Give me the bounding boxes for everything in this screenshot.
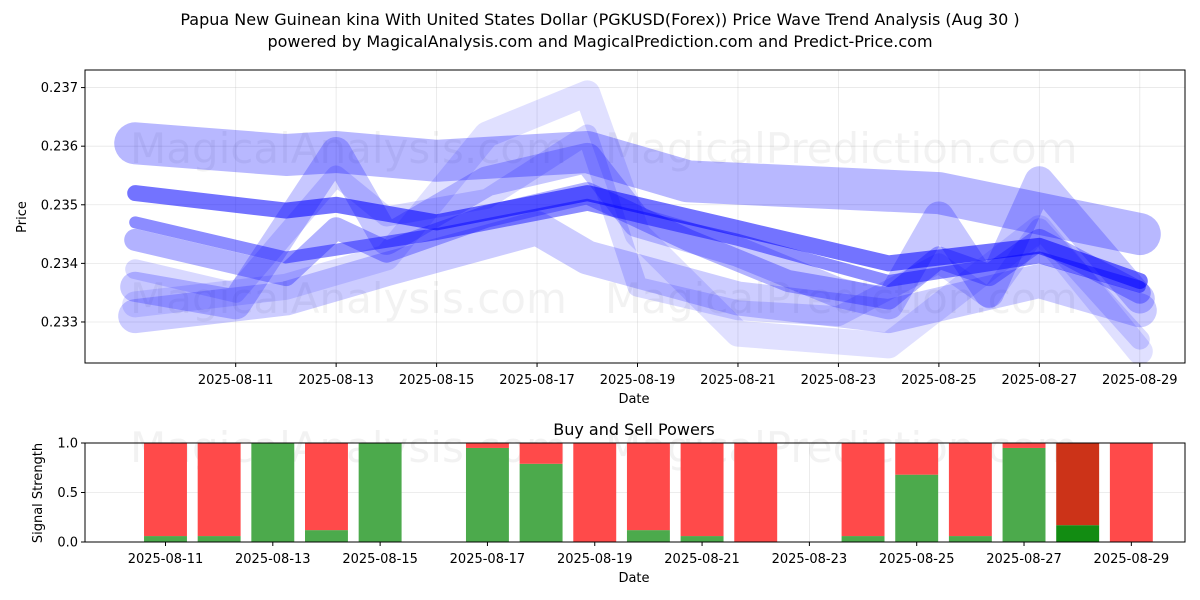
buy-bar bbox=[626, 530, 670, 542]
price-wave-series-2 bbox=[127, 185, 1148, 289]
price-watermark: MagicalPrediction.com bbox=[605, 274, 1078, 323]
price-x-tick-label: 2025-08-25 bbox=[901, 373, 977, 388]
price-wave-series-4 bbox=[124, 182, 1151, 310]
price-x-tick-label: 2025-08-29 bbox=[1102, 373, 1178, 388]
sell-bar bbox=[519, 443, 563, 464]
buy-bar bbox=[358, 443, 402, 542]
buy-bar bbox=[465, 447, 509, 542]
price-wave-series-1 bbox=[114, 122, 1161, 256]
power-y-tick-label: 1.0 bbox=[57, 437, 78, 452]
price-y-ticks: 0.233 0.234 0.235 0.236 0.237 bbox=[41, 81, 85, 330]
price-y-tick-label: 0.234 bbox=[41, 257, 78, 272]
sell-bar bbox=[948, 443, 992, 537]
price-wave-series-7 bbox=[129, 198, 1146, 293]
power-y-tick-label: 0.0 bbox=[57, 536, 78, 551]
price-x-tick-label: 2025-08-13 bbox=[298, 373, 374, 388]
sell-bar bbox=[1056, 443, 1100, 526]
sell-bar bbox=[144, 443, 187, 537]
price-chart: MagicalAnalysis.com MagicalPrediction.com… bbox=[15, 69, 1186, 407]
power-x-ticks: 2025-08-11 2025-08-13 2025-08-15 2025-08-17… bbox=[128, 542, 1169, 567]
price-y-tick-label: 0.237 bbox=[41, 81, 78, 96]
buy-bar bbox=[519, 463, 563, 542]
price-grid bbox=[85, 70, 1185, 363]
price-watermark: MagicalAnalysis.com bbox=[130, 274, 567, 323]
price-x-ticks: 2025-08-11 2025-08-13 2025-08-15 2025-08-17… bbox=[198, 363, 1178, 388]
price-wave-series-6 bbox=[125, 124, 1150, 350]
price-axes-frame bbox=[84, 69, 1186, 364]
price-wave-series-8 bbox=[122, 80, 1153, 363]
price-watermarks: MagicalAnalysis.com MagicalPrediction.com… bbox=[130, 124, 1078, 323]
price-wave-series-3 bbox=[120, 137, 1155, 320]
main-chart-title-line2: powered by MagicalAnalysis.com and Magic… bbox=[267, 32, 932, 51]
power-bars-group bbox=[144, 443, 1153, 542]
buy-bar bbox=[197, 536, 241, 542]
price-x-axis-label: Date bbox=[618, 392, 649, 407]
buy-bar bbox=[948, 536, 992, 542]
buy-bar bbox=[841, 536, 885, 542]
sell-bar bbox=[841, 443, 885, 537]
buy-bar bbox=[680, 536, 724, 542]
price-x-tick-label: 2025-08-19 bbox=[600, 373, 676, 388]
sell-bar bbox=[626, 443, 670, 531]
sell-bar bbox=[895, 443, 939, 475]
sell-bar bbox=[680, 443, 724, 537]
sell-bar bbox=[465, 443, 509, 448]
power-x-tick-label: 2025-08-15 bbox=[342, 552, 418, 567]
price-x-tick-label: 2025-08-17 bbox=[499, 373, 575, 388]
price-y-tick-label: 0.233 bbox=[41, 315, 78, 330]
main-chart-title-line1: Papua New Guinean kina With United State… bbox=[180, 10, 1019, 29]
power-y-ticks: 0.0 0.5 1.0 bbox=[57, 437, 85, 551]
price-y-tick-label: 0.236 bbox=[41, 140, 78, 155]
price-x-tick-label: 2025-08-27 bbox=[1002, 373, 1078, 388]
power-x-tick-label: 2025-08-19 bbox=[557, 552, 633, 567]
power-x-axis-label: Date bbox=[618, 571, 649, 586]
power-chart-title: Buy and Sell Powers bbox=[553, 420, 715, 439]
power-y-tick-label: 0.5 bbox=[57, 486, 78, 501]
power-x-tick-label: 2025-08-11 bbox=[128, 552, 204, 567]
price-x-tick-label: 2025-08-21 bbox=[700, 373, 776, 388]
sell-bar bbox=[1109, 443, 1153, 542]
price-x-tick-label: 2025-08-11 bbox=[198, 373, 274, 388]
sell-bar bbox=[197, 443, 241, 537]
price-watermark: MagicalAnalysis.com bbox=[130, 124, 567, 173]
power-x-tick-label: 2025-08-23 bbox=[772, 552, 848, 567]
buy-bar bbox=[305, 530, 348, 542]
sell-bar bbox=[573, 443, 617, 542]
power-x-tick-label: 2025-08-29 bbox=[1094, 552, 1170, 567]
sell-bar bbox=[1002, 443, 1046, 448]
price-series-group bbox=[114, 80, 1161, 363]
buy-bar bbox=[1002, 447, 1046, 542]
buy-bar bbox=[144, 536, 187, 542]
power-x-tick-label: 2025-08-17 bbox=[450, 552, 526, 567]
sell-bar bbox=[305, 443, 348, 531]
buy-bar bbox=[1056, 525, 1100, 542]
price-x-tick-label: 2025-08-15 bbox=[399, 373, 475, 388]
power-x-tick-label: 2025-08-27 bbox=[986, 552, 1062, 567]
price-wave-series-5 bbox=[118, 211, 1157, 334]
price-x-tick-label: 2025-08-23 bbox=[801, 373, 877, 388]
sell-bar bbox=[734, 443, 778, 542]
power-x-tick-label: 2025-08-13 bbox=[235, 552, 311, 567]
power-x-tick-label: 2025-08-21 bbox=[664, 552, 740, 567]
price-y-tick-label: 0.235 bbox=[41, 198, 78, 213]
price-watermark: MagicalPrediction.com bbox=[605, 124, 1078, 173]
power-chart: Buy and Sell Powers MagicalAnalysis.com M… bbox=[31, 420, 1186, 586]
power-y-axis-label: Signal Strength bbox=[31, 443, 46, 543]
price-y-axis-label: Price bbox=[15, 201, 30, 233]
buy-bar bbox=[895, 474, 939, 542]
power-x-tick-label: 2025-08-25 bbox=[879, 552, 955, 567]
buy-bar bbox=[251, 443, 295, 542]
